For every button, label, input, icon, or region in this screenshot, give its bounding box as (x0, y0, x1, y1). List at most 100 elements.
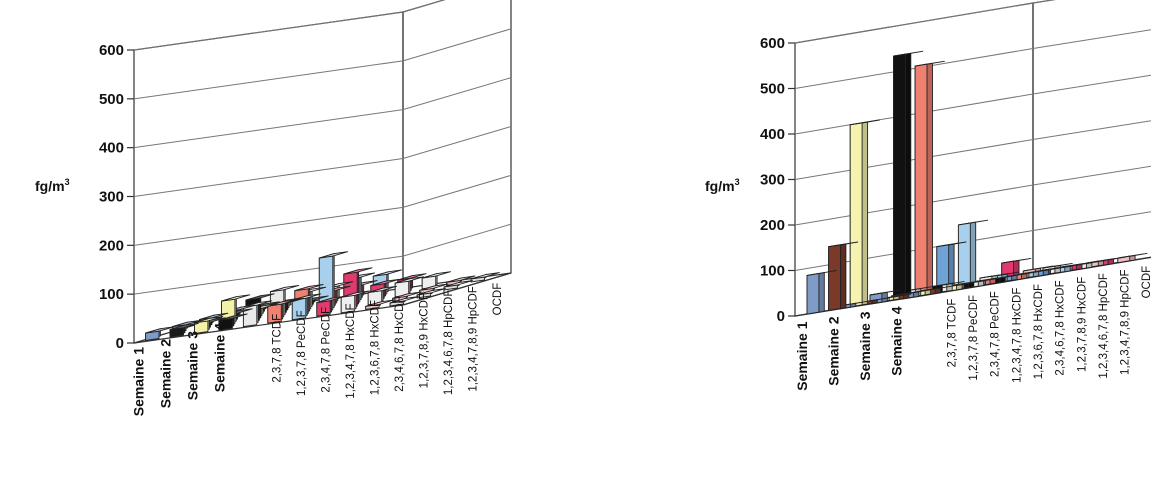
gridline (133, 28, 512, 100)
category-label: 1,2,3,4,6,7,8 HpCDF (1098, 273, 1110, 378)
gridline (133, 126, 512, 197)
category-label: 1,2,3,4,6,7,8 HpCDF (443, 290, 455, 395)
bar-face-top (394, 276, 424, 284)
y-axis-label: fg/m3 (705, 177, 740, 194)
gridline (794, 211, 1151, 271)
y-tick-label: 100 (99, 286, 124, 303)
gridline (794, 165, 1151, 226)
bar (1117, 252, 1148, 264)
y-tick-label: 0 (116, 335, 124, 352)
bar-face-top (828, 241, 859, 248)
category-label: 1,2,3,4,7,8 HxCDF (1011, 288, 1023, 383)
series-label: Semaine 2 (825, 316, 841, 385)
series-label: Semaine 2 (158, 339, 174, 408)
bar (316, 295, 346, 317)
category-label: 2,3,4,7,8 PeCDF (321, 307, 333, 393)
bar (416, 288, 446, 299)
y-tick-label: 100 (760, 263, 785, 280)
bar-face-top (145, 326, 175, 334)
bar (394, 276, 424, 298)
bar-face-front (849, 122, 863, 308)
bar (470, 272, 500, 283)
series-label: Semaine 1 (794, 321, 810, 390)
bars (806, 50, 1148, 315)
bar (828, 241, 859, 311)
bar-face-top (318, 251, 349, 259)
bar-face-top (1001, 257, 1032, 264)
bar-face-top (372, 269, 403, 277)
category-label: 1,2,3,7,8 PeCDF (968, 295, 980, 381)
bar-face-top (245, 293, 275, 301)
bar-face-top (957, 219, 989, 226)
chart-left: fg/m3 0 100 200 300 400 500 600 Semaine 1 Semain… (35, 0, 512, 416)
y-tick-label: 300 (99, 189, 124, 206)
gridline (794, 0, 1056, 44)
category-label: 1,2,3,4,7,8,9 HpCDF (1120, 269, 1132, 374)
bar (389, 296, 419, 307)
category-label: OCDF (1141, 266, 1151, 299)
series-label: Semaine 4 (888, 306, 904, 375)
gridline (133, 77, 512, 149)
bar (443, 280, 473, 291)
bar-face-top (365, 299, 395, 307)
bar-face-top (294, 283, 324, 292)
y-tick-label: 200 (99, 237, 124, 254)
bar (194, 316, 224, 334)
bar-face-top (367, 285, 397, 294)
series-label: Semaine 1 (131, 347, 147, 416)
bar (291, 293, 322, 321)
y-tick-label: 400 (760, 126, 785, 143)
category-label: 1,2,3,4,7,8 HxCDF (345, 303, 357, 398)
y-tick-label: 600 (760, 35, 785, 52)
bar (340, 290, 370, 314)
series-label: Semaine 4 (212, 323, 228, 392)
y-axis-label: fg/m3 (35, 177, 70, 194)
bar-face-top (419, 283, 449, 291)
bars (145, 251, 500, 341)
bar-face-top (172, 319, 202, 328)
bar (869, 289, 900, 305)
bar (392, 291, 422, 302)
bar (849, 119, 880, 308)
category-label: 2,3,7,8 TCDF (272, 314, 284, 383)
gridline (133, 223, 512, 295)
y-tick-label: 300 (760, 172, 785, 189)
category-label: 1,2,3,6,7,8 HxCDF (370, 300, 382, 395)
bar (365, 299, 395, 310)
category-label: 1,2,3,6,7,8 HxCDF (1033, 284, 1045, 379)
category-label: 1,2,3,7,8,9 HxCDF (1076, 277, 1088, 372)
bar-face-top (891, 290, 922, 297)
chart-right: fg/m3 0 100 200 300 400 500 600 Semaine 1 Semain… (705, 0, 1151, 391)
bar-face-top (806, 270, 837, 276)
category-label: 1,2,3,4,7,8,9 HpCDF (467, 286, 479, 391)
bar (367, 285, 397, 306)
bar-face-top (446, 275, 476, 283)
bar-face-front (914, 63, 928, 297)
bar-face-top (343, 267, 373, 275)
bar (806, 270, 837, 315)
bar-face-top (269, 284, 300, 293)
bar-face-top (316, 295, 346, 304)
bar-face-top (416, 288, 446, 296)
bar (957, 219, 989, 290)
bar-face-front (828, 244, 841, 311)
bar-face-top (397, 273, 427, 281)
bar-face-top (470, 272, 500, 280)
category-label: 2,3,7,8 TCDF (946, 299, 958, 368)
bar (218, 313, 248, 331)
gridline (794, 74, 1151, 135)
gridline (794, 29, 1151, 89)
y-tick-label: 0 (777, 308, 785, 325)
bar (169, 322, 199, 338)
category-label: 1,2,3,7,8,9 HxCDF (418, 293, 430, 388)
category-label: OCDF (492, 283, 504, 316)
y-tick-label: 400 (99, 140, 124, 157)
bar-face-top (1022, 265, 1053, 272)
category-label: 2,3,4,7,8 PeCDF (990, 291, 1002, 377)
bar-face-top (936, 241, 967, 248)
bar-face-top (221, 294, 251, 302)
category-label: 1,2,3,7,8 PeCDF (296, 310, 308, 396)
bar-face-top (194, 316, 224, 324)
bar-face-top (443, 280, 473, 288)
bar-face-top (421, 271, 451, 279)
